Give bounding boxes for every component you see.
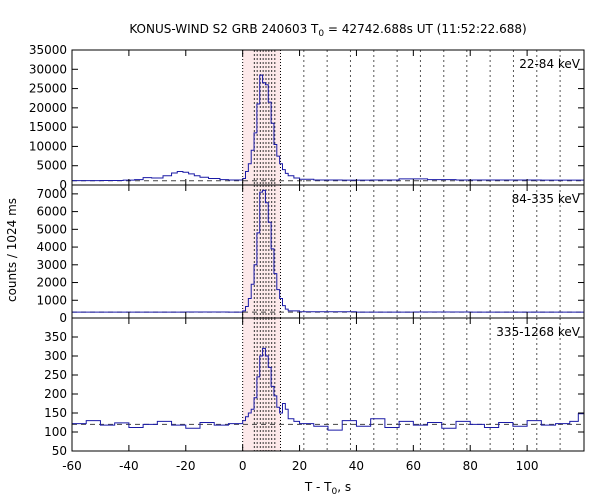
y-tick-label: 20000 xyxy=(29,101,67,115)
y-tick-label: 4000 xyxy=(36,240,67,254)
y-tick-label: 50 xyxy=(52,444,67,458)
chart-title-rest: = 42742.688s UT (11:52:22.688) xyxy=(324,22,527,36)
panel-2: 0 1000 2000 3000 4000 5000 6000 7000 84-335 keV xyxy=(36,184,585,325)
highlight-interval xyxy=(242,50,281,185)
chart-title-subscript: 0 xyxy=(318,29,324,39)
x-axis-label: T - T0, s xyxy=(304,480,351,497)
y-tick-label: 7000 xyxy=(36,187,67,201)
panel-frame xyxy=(71,184,585,319)
x-tick-label: 0 xyxy=(239,459,247,473)
y-tick-label: 3000 xyxy=(36,258,67,272)
panel-3: 50 100 150 200 250 300 350 335-1268 keV xyxy=(44,317,585,458)
x-tick-label: 80 xyxy=(463,459,478,473)
light-curve-step xyxy=(72,347,584,431)
x-tick-label: 60 xyxy=(406,459,421,473)
panel-frame xyxy=(71,317,585,452)
y-tick-label: 35000 xyxy=(29,43,67,57)
y-tick-label: 10000 xyxy=(29,139,67,153)
light-curve-step xyxy=(72,74,584,182)
y-tick-label: 1000 xyxy=(36,293,67,307)
y-tick-label: 350 xyxy=(44,330,67,344)
band-label: 22-84 keV xyxy=(519,57,581,71)
y-tick-label: 25000 xyxy=(29,82,67,96)
y-tick-label: 5000 xyxy=(36,159,67,173)
y-tick-label: 2000 xyxy=(36,276,67,290)
y-tick-label: 6000 xyxy=(36,205,67,219)
x-axis-label-rest: , s xyxy=(337,480,351,494)
y-tick-label: 250 xyxy=(44,368,67,382)
highlight-interval xyxy=(242,318,281,451)
x-tick-label: 100 xyxy=(516,459,539,473)
y-tick-label: 300 xyxy=(44,349,67,363)
x-tick-label: 20 xyxy=(292,459,307,473)
panels-group: 0500010000150002000025000300003500022-84… xyxy=(29,43,585,458)
x-tick-label: -20 xyxy=(176,459,196,473)
y-tick-label: 15000 xyxy=(29,120,67,134)
light-curve-step xyxy=(72,189,584,313)
y-tick-label: 200 xyxy=(44,387,67,401)
panel-1: 0 5000 10000 15000 20000 25000 30000 35000 22-84… xyxy=(29,43,585,192)
panel-frame xyxy=(71,49,585,186)
band-label: 84-335 keV xyxy=(512,192,581,206)
chart-title-main: KONUS-WIND S2 GRB 240603 T xyxy=(129,22,319,36)
y-tick-label: 0 xyxy=(59,178,67,192)
x-axis-label-subscript: 0 xyxy=(332,487,338,497)
chart-title: KONUS-WIND S2 GRB 240603 T0 = 42742.688s… xyxy=(129,22,526,39)
y-tick-label: 150 xyxy=(44,406,67,420)
x-axis-label-main: T - T xyxy=(304,480,332,494)
y-tick-label: 0 xyxy=(59,311,67,325)
band-label: 335-1268 keV xyxy=(496,325,580,339)
x-tick-label: -40 xyxy=(119,459,139,473)
x-tick-labels: -60 -40 -20 0 20 40 60 80 100 xyxy=(62,459,538,473)
x-tick-label: -60 xyxy=(62,459,82,473)
y-tick-label: 30000 xyxy=(29,62,67,76)
y-tick-label: 100 xyxy=(44,425,67,439)
y-axis-label: counts / 1024 ms xyxy=(5,198,19,302)
y-tick-label: 5000 xyxy=(36,222,67,236)
x-tick-label: 40 xyxy=(349,459,364,473)
